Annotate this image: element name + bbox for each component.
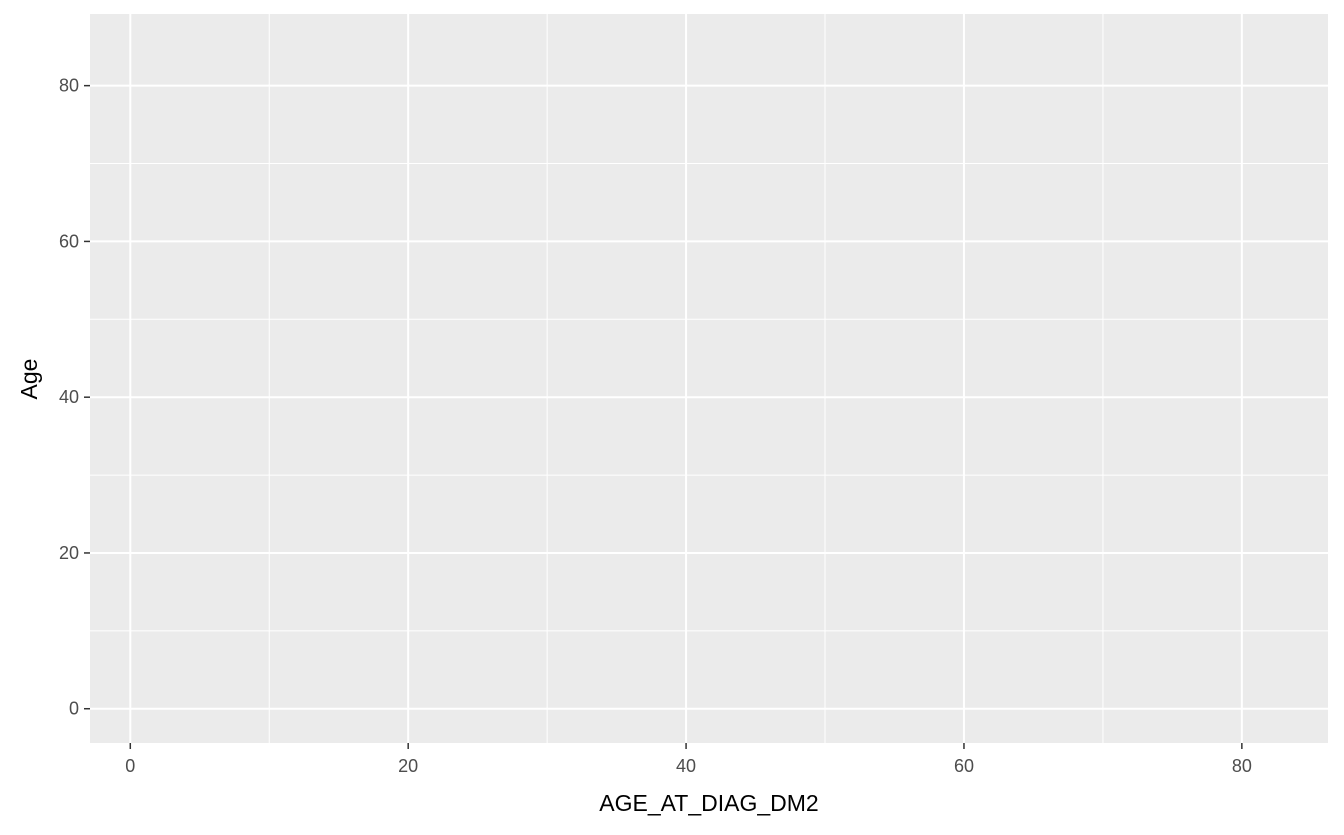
y-tick-label: 60 [59,231,79,251]
y-axis-title: Age [16,359,42,400]
axis-ticks: 0 20 40 60 80 0 20 40 60 80 [59,76,1252,776]
y-tick-label: 80 [59,76,79,96]
x-tick-label: 60 [954,756,974,776]
x-tick-label: 80 [1232,756,1252,776]
x-tick-label: 0 [125,756,135,776]
plot-panel [90,14,1328,743]
y-tick-label: 20 [59,543,79,563]
x-tick-label: 20 [398,756,418,776]
gridlines [90,14,1328,743]
x-tick-label: 40 [676,756,696,776]
x-axis-title: AGE_AT_DIAG_DM2 [599,790,818,816]
y-tick-label: 40 [59,387,79,407]
y-tick-label: 0 [69,699,79,719]
